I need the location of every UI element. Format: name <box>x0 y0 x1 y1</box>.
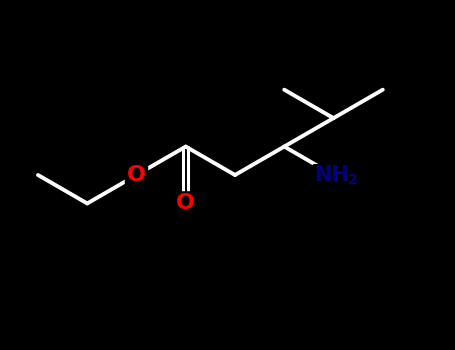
Text: NH: NH <box>314 165 349 185</box>
Text: O: O <box>176 194 195 214</box>
Text: O: O <box>127 165 146 185</box>
Text: 2: 2 <box>348 174 358 188</box>
